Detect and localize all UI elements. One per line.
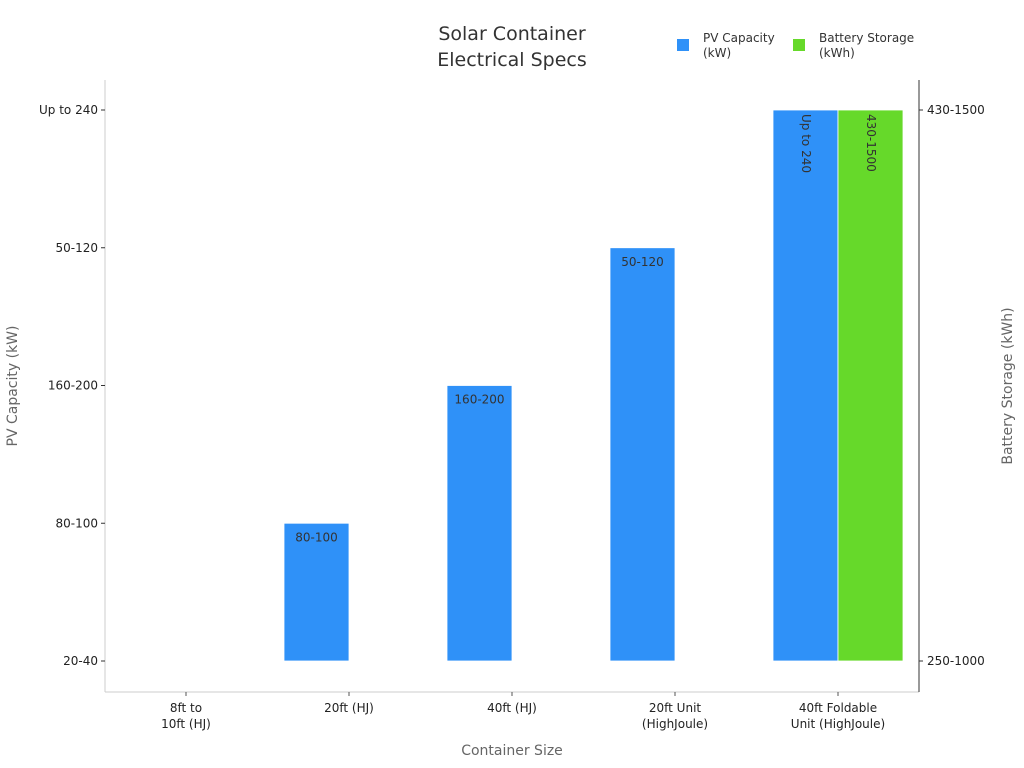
title-line: Electrical Specs <box>437 49 587 71</box>
x-tick-label: 40ft Foldable <box>799 701 877 715</box>
legend-swatch <box>793 39 805 51</box>
bar-label: Up to 240 <box>799 114 813 173</box>
x-tick-label: 40ft (HJ) <box>487 701 537 715</box>
y-tick-label: 160-200 <box>48 379 98 393</box>
x-tick-label: 10ft (HJ) <box>161 717 211 731</box>
x-tick-label: (HighJoule) <box>642 717 708 731</box>
bar <box>837 109 904 662</box>
legend-label: (kW) <box>703 46 731 60</box>
chart-title: Solar Container Electrical Specs <box>437 23 587 71</box>
y-tick-label: Up to 240 <box>39 103 98 117</box>
axes: 20-40 80-100 160-200 50-120 Up to 240 250-100… <box>5 80 1016 759</box>
bar-label: 430-1500 <box>864 114 878 172</box>
bar <box>609 247 676 662</box>
bar <box>772 109 839 662</box>
bar-label: 160-200 <box>454 393 504 407</box>
x-tick-label: 20ft Unit <box>649 701 702 715</box>
legend-label: (kWh) <box>819 46 855 60</box>
legend-swatch <box>677 39 689 51</box>
x-axis-label: Container Size <box>461 743 563 759</box>
bar-label: 80-100 <box>295 530 338 544</box>
bar <box>446 385 513 662</box>
title-line: Solar Container <box>438 23 585 45</box>
y2-tick-label: 430-1500 <box>927 103 985 117</box>
y-tick-label: 80-100 <box>55 516 98 530</box>
legend-label: Battery Storage <box>819 31 914 45</box>
bar <box>283 522 350 662</box>
legend: PV Capacity(kW) Battery Storage(kWh) <box>677 31 914 60</box>
y-axis-label: PV Capacity (kW) <box>5 326 21 447</box>
y-tick-label: 50-120 <box>55 241 98 255</box>
x-tick-label: Unit (HighJoule) <box>791 717 885 731</box>
y-tick-label: 20-40 <box>63 654 98 668</box>
bars: 80-100 160-200 50-120 Up to 240 430-1500 <box>283 109 904 662</box>
x-tick-label: 8ft to <box>170 701 202 715</box>
y2-tick-label: 250-1000 <box>927 654 985 668</box>
legend-label: PV Capacity <box>703 31 775 45</box>
y2-axis-label: Battery Storage (kWh) <box>1000 307 1016 464</box>
x-tick-label: 20ft (HJ) <box>324 701 374 715</box>
bar-label: 50-120 <box>621 255 664 269</box>
